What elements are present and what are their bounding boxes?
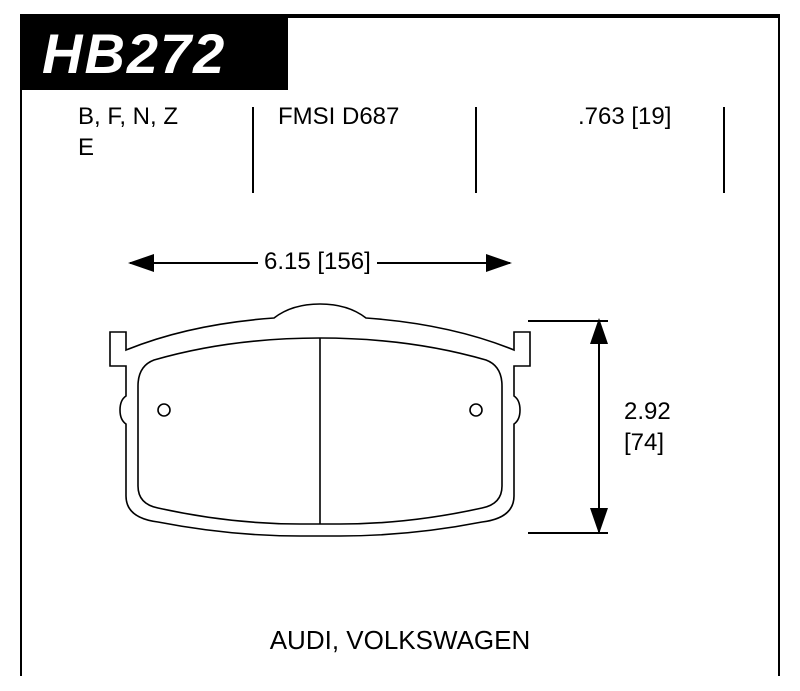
arrow-down-icon — [590, 508, 608, 534]
arrow-left-icon — [128, 254, 154, 272]
height-dimension: 2.92 [74] — [588, 316, 728, 546]
compound-codes: B, F, N, Z E — [78, 101, 178, 163]
info-row: B, F, N, Z E FMSI D687 .763 [19] — [20, 101, 780, 196]
arrow-up-icon — [590, 318, 608, 344]
divider-1 — [252, 107, 254, 193]
height-label: 2.92 [74] — [624, 396, 671, 458]
divider-2 — [475, 107, 477, 193]
part-number: HB272 — [42, 21, 226, 86]
arrow-right-icon — [486, 254, 512, 272]
brake-pad-outline — [90, 296, 550, 566]
header-bar: HB272 — [20, 16, 288, 90]
vehicle-application: AUDI, VOLKSWAGEN — [20, 625, 780, 656]
fmsi-code: FMSI D687 — [278, 101, 399, 132]
dim-line — [598, 320, 600, 532]
spec-sheet: HB272 B, F, N, Z E FMSI D687 .763 [19] 6… — [20, 14, 780, 674]
divider-3 — [723, 107, 725, 193]
width-dimension: 6.15 [156] — [130, 248, 510, 278]
thickness: .763 [19] — [578, 101, 671, 132]
width-label: 6.15 [156] — [258, 248, 377, 276]
